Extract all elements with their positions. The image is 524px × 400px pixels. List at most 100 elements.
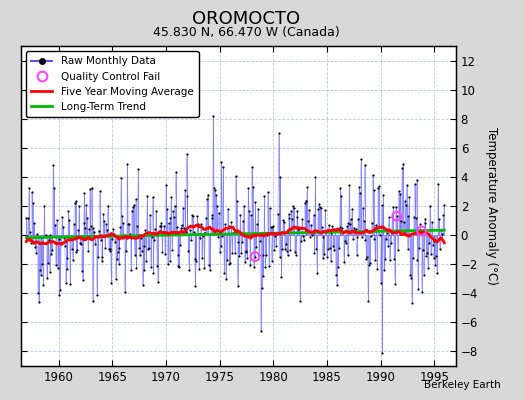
Point — [343, 223, 351, 229]
Point — [384, 242, 392, 249]
Point — [361, 162, 369, 168]
Point — [72, 249, 81, 256]
Point — [244, 185, 253, 191]
Point — [420, 220, 429, 226]
Point — [173, 252, 182, 258]
Point — [402, 182, 411, 188]
Point — [272, 242, 280, 249]
Point — [237, 250, 245, 256]
Point — [362, 236, 370, 243]
Point — [276, 254, 284, 260]
Point — [102, 221, 110, 227]
Point — [408, 300, 416, 306]
Point — [373, 266, 381, 273]
Point — [243, 255, 252, 261]
Point — [377, 280, 385, 286]
Point — [357, 156, 365, 162]
Point — [300, 237, 308, 244]
Point — [353, 234, 362, 241]
Point — [272, 230, 281, 236]
Point — [251, 199, 259, 206]
Point — [347, 216, 355, 222]
Point — [419, 246, 427, 253]
Point — [318, 224, 326, 230]
Point — [50, 184, 58, 191]
Point — [326, 258, 335, 264]
Point — [66, 281, 74, 288]
Point — [236, 211, 244, 218]
Point — [431, 261, 440, 268]
Point — [356, 190, 364, 196]
Point — [355, 183, 364, 190]
Point — [171, 203, 179, 210]
Point — [375, 183, 383, 190]
Point — [46, 231, 54, 238]
Point — [36, 267, 44, 273]
Point — [254, 206, 263, 212]
Point — [163, 260, 172, 267]
Point — [156, 222, 164, 229]
Point — [285, 211, 293, 217]
Point — [139, 243, 148, 249]
Point — [27, 240, 35, 246]
Point — [382, 236, 390, 242]
Point — [95, 188, 104, 195]
Point — [182, 151, 191, 157]
Point — [315, 204, 324, 211]
Point — [43, 275, 51, 282]
Point — [216, 243, 225, 249]
Point — [109, 226, 117, 232]
Point — [156, 222, 165, 229]
Point — [332, 272, 340, 278]
Point — [220, 269, 228, 276]
Point — [196, 235, 204, 242]
Point — [294, 225, 302, 232]
Point — [418, 289, 426, 296]
Point — [403, 246, 412, 252]
Point — [70, 200, 79, 206]
Point — [301, 198, 310, 205]
Point — [76, 240, 84, 246]
Point — [135, 245, 143, 251]
Point — [440, 202, 449, 208]
Point — [302, 198, 311, 205]
Point — [325, 244, 334, 251]
Point — [221, 221, 229, 227]
Point — [322, 228, 330, 235]
Point — [324, 245, 332, 252]
Point — [249, 264, 258, 270]
Point — [423, 250, 431, 256]
Point — [225, 261, 234, 267]
Point — [406, 272, 414, 278]
Point — [143, 193, 151, 200]
Point — [348, 206, 356, 212]
Point — [413, 256, 422, 263]
Point — [118, 213, 126, 220]
Point — [46, 268, 54, 275]
Point — [51, 222, 59, 228]
Point — [142, 258, 150, 264]
Point — [334, 244, 343, 251]
Point — [404, 213, 412, 219]
Point — [248, 184, 257, 190]
Point — [392, 213, 401, 219]
Point — [129, 202, 138, 208]
Point — [58, 214, 67, 220]
Point — [274, 211, 282, 217]
Point — [151, 226, 159, 232]
Point — [253, 221, 261, 228]
Point — [282, 240, 290, 247]
Point — [242, 248, 250, 254]
Point — [108, 236, 116, 242]
Point — [170, 214, 178, 220]
Point — [401, 198, 409, 204]
Point — [158, 249, 167, 256]
Point — [311, 173, 320, 180]
Point — [342, 240, 350, 246]
Point — [202, 214, 211, 221]
Point — [227, 218, 235, 225]
Point — [266, 204, 274, 211]
Point — [200, 265, 209, 271]
Point — [130, 252, 139, 258]
Point — [238, 239, 246, 246]
